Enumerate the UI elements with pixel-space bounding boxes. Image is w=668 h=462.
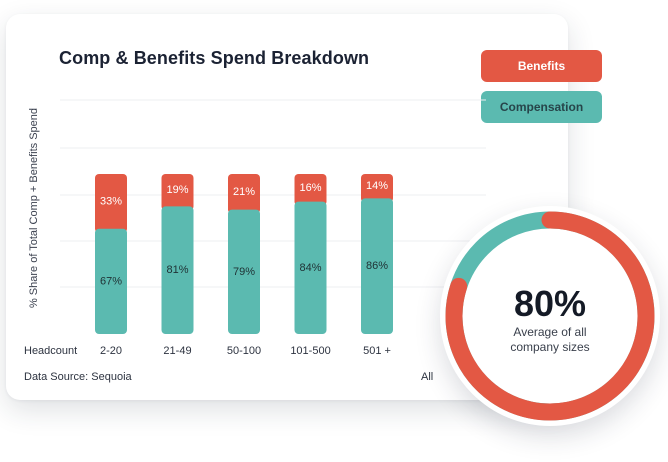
x-tick-3: 101-500 bbox=[290, 345, 330, 357]
bar-benefits-2 bbox=[228, 174, 260, 214]
legend-benefits[interactable]: Benefits bbox=[481, 50, 602, 82]
bar-compensation-2 bbox=[228, 209, 260, 334]
label-compensation-3: 84% bbox=[299, 262, 321, 274]
donut-percent: 80% bbox=[513, 283, 587, 324]
x-tick-4: 501 + bbox=[363, 345, 391, 357]
label-compensation-2: 79% bbox=[233, 266, 255, 278]
all-label: All bbox=[421, 371, 434, 383]
label-compensation-4: 86% bbox=[366, 260, 388, 272]
label-compensation-0: 67% bbox=[100, 275, 122, 287]
bar-benefits-3 bbox=[294, 174, 327, 206]
label-benefits-4: 14% bbox=[366, 180, 388, 192]
label-benefits-0: 33% bbox=[100, 195, 122, 207]
x-axis-label: Headcount bbox=[24, 345, 77, 357]
donut-chart bbox=[445, 211, 655, 421]
bar-benefits-4 bbox=[361, 174, 393, 203]
donut-caption-line1: Average of all bbox=[513, 325, 587, 339]
bar-benefits-0 bbox=[95, 174, 127, 233]
donut-caption: Average of all company sizes bbox=[440, 325, 660, 355]
bar-compensation-0 bbox=[95, 228, 127, 334]
label-compensation-1: 81% bbox=[166, 264, 188, 276]
bar-compensation-4 bbox=[361, 198, 393, 334]
label-benefits-3: 16% bbox=[299, 182, 321, 194]
label-benefits-1: 19% bbox=[166, 184, 188, 196]
bar-benefits-1 bbox=[161, 174, 194, 211]
x-tick-1: 21-49 bbox=[163, 345, 191, 357]
chart-title: Comp & Benefits Spend Breakdown bbox=[59, 48, 370, 68]
bar-compensation-1 bbox=[161, 206, 194, 334]
donut-benefits-arc bbox=[445, 211, 655, 421]
bar-compensation-3 bbox=[294, 201, 327, 334]
legend-compensation[interactable]: Compensation bbox=[481, 91, 602, 123]
data-source: Data Source: Sequoia bbox=[24, 371, 132, 383]
label-benefits-2: 21% bbox=[233, 186, 255, 198]
x-tick-0: 2-20 bbox=[100, 345, 122, 357]
x-tick-2: 50-100 bbox=[227, 345, 261, 357]
donut-caption-line2: company sizes bbox=[510, 340, 590, 354]
